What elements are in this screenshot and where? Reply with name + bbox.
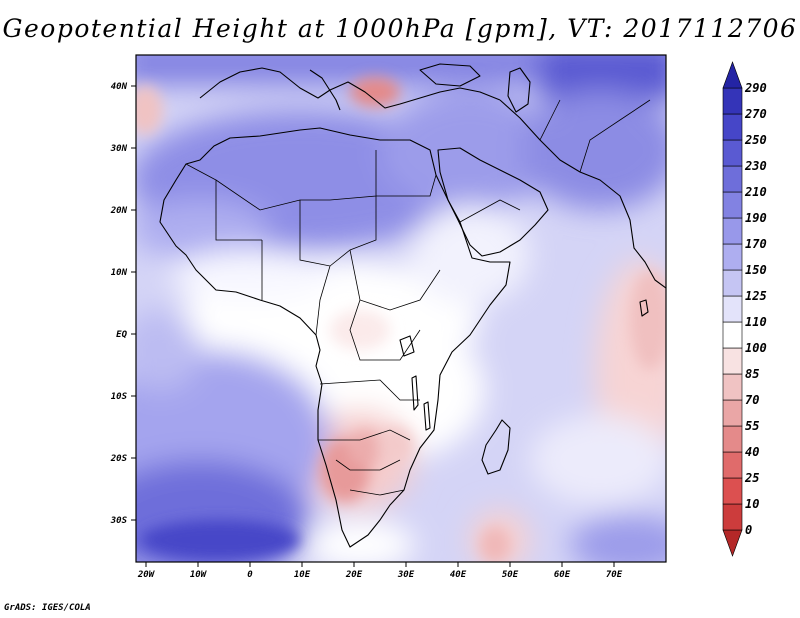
colorbar-label: 70 xyxy=(745,393,759,407)
y-tick-label: 30S xyxy=(110,516,128,526)
colorbar-label: 40 xyxy=(745,445,759,459)
y-tick-marks xyxy=(131,85,136,521)
colorbar-swatch xyxy=(722,165,743,193)
colorbar-label: 190 xyxy=(745,211,767,225)
colorbar-swatch xyxy=(722,451,743,479)
x-tick-label: 40E xyxy=(450,570,467,580)
colorbar-swatch xyxy=(722,347,743,375)
y-tick-label: 30N xyxy=(110,144,128,154)
x-tick-label: 60E xyxy=(554,570,571,580)
colorbar-swatch xyxy=(722,295,743,323)
x-tick-label: 20W xyxy=(137,570,156,580)
y-tick-label: 20N xyxy=(110,206,128,216)
colorbar-label: 110 xyxy=(745,315,767,329)
y-axis-labels: 40N 30N 20N 10N EQ 10S 20S 30S xyxy=(110,82,128,526)
colorbar-label: 25 xyxy=(744,471,759,485)
y-tick-label: 10S xyxy=(111,392,128,402)
colorbar-label: 100 xyxy=(745,341,767,355)
y-tick-label: 20S xyxy=(110,454,128,464)
x-tick-label: 70E xyxy=(606,570,623,580)
colorbar-swatch xyxy=(722,373,743,401)
colorbar-label: 55 xyxy=(745,419,759,433)
colorbar-swatch xyxy=(722,139,743,167)
x-tick-label: 30E xyxy=(397,570,415,580)
x-tick-label: 0 xyxy=(247,570,253,580)
colorbar-label: 210 xyxy=(744,185,767,199)
country-borders xyxy=(185,99,651,496)
colorbar-swatch xyxy=(722,399,743,427)
colorbar-label: 170 xyxy=(745,237,767,251)
map-frame xyxy=(135,54,667,563)
y-tick-label: EQ xyxy=(116,330,127,340)
map-title: Geopotential Height at 1000hPa [gpm], VT… xyxy=(2,14,798,43)
height-field xyxy=(136,55,666,562)
colorbar-swatch xyxy=(722,503,743,531)
colorbar-swatch xyxy=(722,113,743,141)
colorbar-swatch xyxy=(722,61,743,89)
y-tick-label: 40N xyxy=(111,82,128,92)
colorbar-label: 85 xyxy=(745,367,759,381)
grads-credit: GrADS: IGES/COLA xyxy=(4,603,91,613)
x-tick-label: 50E xyxy=(502,570,519,580)
colorbar-swatch xyxy=(722,425,743,453)
colorbar: 0 10 25 40 55 70 85 100 110 125 150 170 190 210 230 250… xyxy=(722,61,767,557)
x-axis-labels: 20W 10W 0 10E 20E 30E 40E 50E 60E 70E xyxy=(137,570,623,580)
colorbar-label: 270 xyxy=(744,107,767,121)
colorbar-label: 250 xyxy=(744,133,767,147)
x-tick-marks xyxy=(145,562,615,567)
colorbar-swatch xyxy=(722,529,743,557)
coastlines xyxy=(159,63,666,548)
colorbar-swatch xyxy=(722,87,743,115)
x-tick-label: 10E xyxy=(294,570,311,580)
colorbar-label: 0 xyxy=(745,523,752,537)
colorbar-swatch xyxy=(722,477,743,505)
x-tick-label: 20E xyxy=(345,570,363,580)
colorbar-label: 230 xyxy=(744,159,767,173)
x-tick-label: 10W xyxy=(190,570,208,580)
colorbar-swatch xyxy=(722,321,743,349)
colorbar-label: 10 xyxy=(745,497,759,511)
colorbar-label: 290 xyxy=(744,81,767,95)
colorbar-label: 125 xyxy=(745,289,767,303)
colorbar-swatch xyxy=(722,243,743,271)
colorbar-swatch xyxy=(722,269,743,297)
colorbar-label: 150 xyxy=(745,263,767,277)
colorbar-swatch xyxy=(722,217,743,245)
y-tick-label: 10N xyxy=(111,268,128,278)
colorbar-swatch xyxy=(722,191,743,219)
